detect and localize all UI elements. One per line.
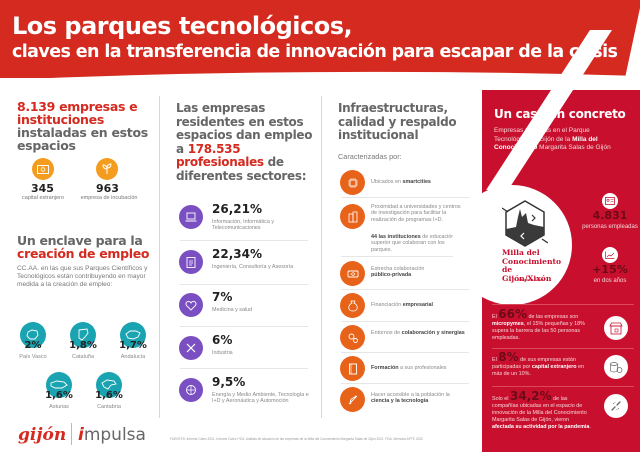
separator: [492, 348, 634, 349]
moneybag-icon: [340, 293, 365, 318]
milla-logo-circle: [452, 185, 572, 305]
id-card-icon: [602, 193, 618, 209]
infrastructure-subtitle: Caracterizadas por:: [338, 152, 402, 161]
separator: [341, 321, 469, 322]
column-divider: [321, 96, 322, 418]
incubation-label: empresa de incubación: [80, 195, 138, 201]
separator: [341, 352, 469, 353]
growth-label: en dos años: [593, 278, 627, 284]
pandemic-stat: Solo el 34,2% de las compañías ubicadas …: [492, 389, 591, 430]
separator: [180, 368, 308, 369]
employment-description: CC.AA. en las que sus Parques Científico…: [17, 265, 148, 289]
region-label: Andalucía: [120, 354, 146, 360]
separator: [492, 386, 634, 387]
growth-chart-icon: [602, 247, 618, 263]
shop-icon: [604, 316, 628, 340]
region-value: 1,6%: [95, 390, 123, 401]
andalucia-map-icon: [120, 322, 146, 348]
heart-icon: [179, 293, 203, 317]
micropymes-stat: El 66% de las empresas son micropymes, e…: [492, 307, 585, 341]
tools-icon: [179, 336, 203, 360]
milla-subname: > Margarita Salas: [514, 278, 544, 282]
employees-label: personas empleadas: [582, 224, 638, 230]
money-icon: [32, 158, 54, 180]
infrastructure-heading: Infraestructuras, calidad y respaldo ins…: [338, 101, 457, 142]
incubation-count: 963: [96, 182, 119, 195]
handshake-icon: [340, 261, 365, 286]
region-value: 1,6%: [45, 390, 73, 401]
separator: [180, 284, 308, 285]
separator: [341, 256, 469, 257]
laptop-icon: [179, 205, 203, 229]
growth-value: +15%: [592, 263, 628, 276]
sector-item: 6% Industria: [176, 333, 311, 373]
sector-item: 7% Medicina y salud: [176, 290, 311, 330]
gears-icon: [340, 325, 365, 350]
sector-item: 22,34% Ingeniería, Consultoría y Asesorí…: [176, 247, 311, 287]
foreign-capital-stat: El 8% de sus empresas están participadas…: [492, 350, 585, 377]
region-value: 1,7%: [119, 340, 147, 351]
separator: [180, 326, 308, 327]
impulsa-logo: impulsa: [78, 425, 146, 445]
employees-count: 4.831: [592, 209, 628, 222]
foreign-capital-count: 345: [31, 182, 54, 195]
page-title: Los parques tecnológicos,: [12, 12, 353, 40]
seedling-icon: [96, 158, 118, 180]
case-study-panel: Un caso en concreto Empresas ubicadas en…: [452, 90, 640, 452]
building-icon: [340, 204, 365, 229]
sector-item: 26,21% Información, Informática y Teleco…: [176, 202, 311, 242]
cataluna-map-icon: [70, 322, 96, 348]
separator: [341, 289, 469, 290]
gijon-logo: gijón: [18, 425, 67, 445]
cantabria-map-icon: [96, 372, 122, 398]
banner-curve: [0, 71, 640, 80]
companies-heading: 8.139 empresas e instituciones instalada…: [17, 99, 148, 153]
foreign-capital-label: capital extranjero: [22, 195, 64, 201]
separator: [180, 240, 308, 241]
globe-icon: [179, 378, 203, 402]
clipboard-icon: [179, 250, 203, 274]
column-divider: [159, 96, 160, 418]
chip-icon: [340, 170, 365, 195]
sectors-heading: Las empresas residentes en estos espacio…: [176, 101, 313, 183]
region-label: País Vasco: [19, 354, 47, 360]
region-label: Cantabria: [97, 404, 121, 410]
coins-icon: [604, 355, 628, 379]
dna-icon: [340, 387, 365, 412]
header-banner: [0, 0, 640, 78]
book-icon: [340, 356, 365, 381]
milla-hexagon-icon: [502, 200, 548, 247]
region-label: Cataluña: [71, 354, 95, 360]
separator: [341, 197, 469, 198]
page-subtitle: claves en la transferencia de innovación…: [12, 42, 618, 62]
asturias-map-icon: [46, 372, 72, 398]
separator: [492, 304, 634, 305]
separator: [341, 383, 469, 384]
broken-link-icon: [604, 394, 628, 418]
case-study-title: Un caso en concreto: [494, 107, 626, 121]
sector-item: 9,5% Energía y Medio Ambiente, Tecnologí…: [176, 375, 311, 415]
employment-heading: Un enclave para la creación de empleo: [17, 233, 150, 261]
milla-name: Milla del Conocimiento de Gijón/Xixón: [502, 248, 562, 283]
sources-footnote: FUENTES: Informe Cotec 2021. Informe Cot…: [170, 437, 423, 441]
logo-divider: [71, 423, 72, 445]
pais-vasco-map-icon: [20, 322, 46, 348]
region-value: 2%: [24, 340, 42, 351]
region-label: Asturias: [49, 404, 69, 410]
region-value: 1,8%: [69, 340, 97, 351]
